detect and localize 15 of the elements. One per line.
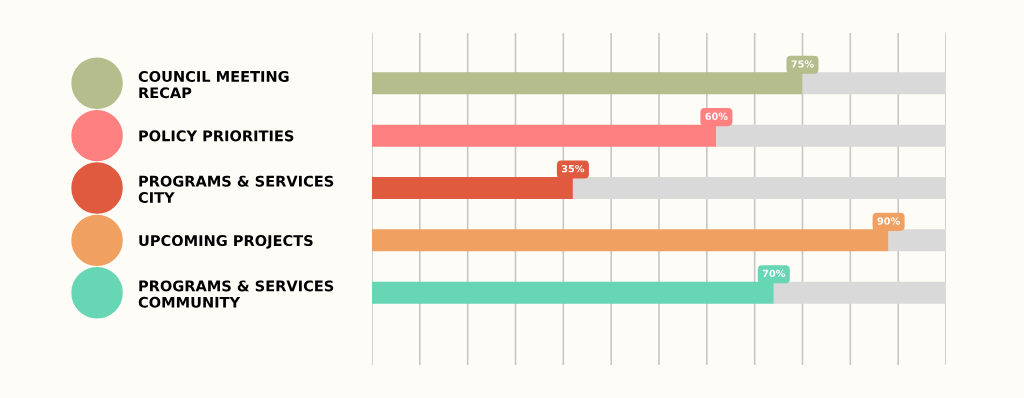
bar bbox=[572, 177, 946, 199]
bar bbox=[802, 72, 946, 95]
bar bbox=[716, 124, 946, 147]
bar bbox=[888, 229, 946, 252]
y-tick-label: PROGRAMS & SERVICES CITY bbox=[138, 175, 334, 204]
y-tick-label: PROGRAMS & SERVICES COMMUNITY bbox=[138, 280, 334, 308]
data-label: 35% bbox=[561, 164, 585, 173]
data-label: 90% bbox=[877, 217, 900, 225]
bar bbox=[773, 281, 946, 304]
y-tick-label: POLICY PRIORITIES bbox=[139, 130, 294, 142]
data-label: 75% bbox=[791, 60, 814, 68]
y-tick-label: UPCOMING PROJECTS bbox=[139, 235, 313, 249]
y-tick-label: COUNCIL MEETING RECAP bbox=[138, 70, 289, 99]
data-label: 60% bbox=[705, 112, 728, 120]
data-label: 70% bbox=[762, 269, 786, 278]
